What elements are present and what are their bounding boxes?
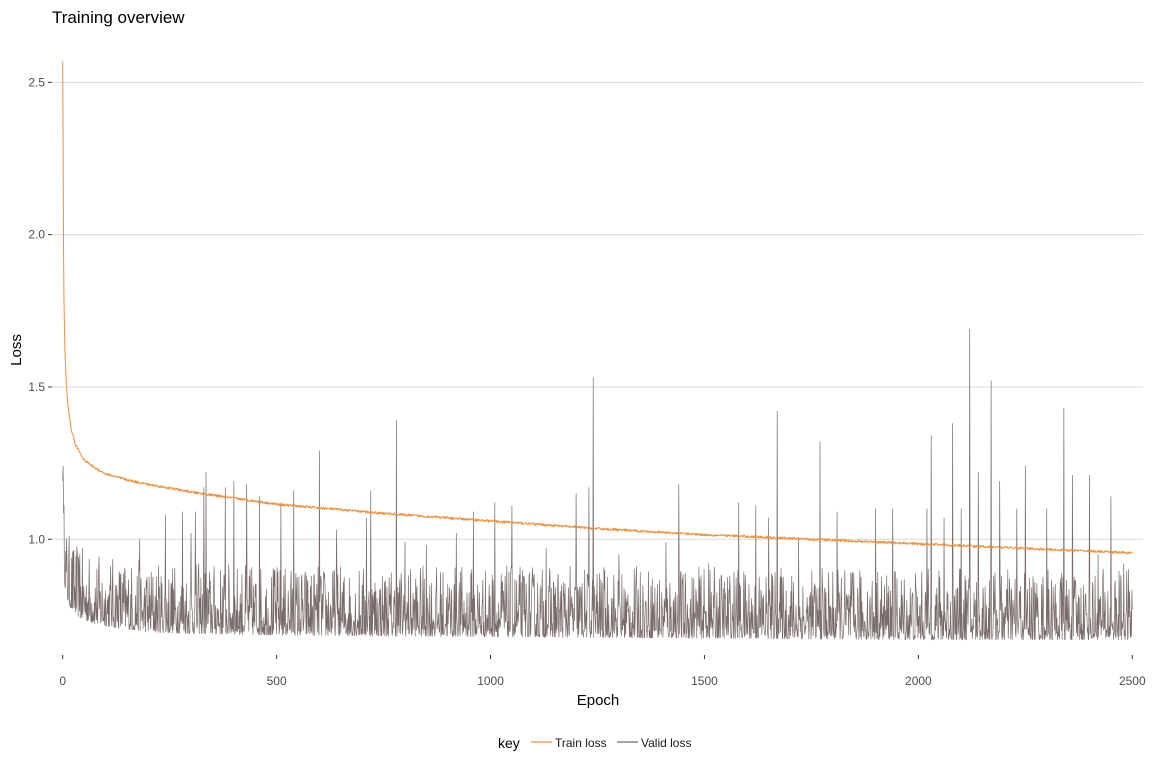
series-line-valid-loss	[62, 328, 1133, 641]
x-tick-label: 2000	[905, 674, 932, 688]
legend-label-valid-loss: Valid loss	[641, 736, 691, 750]
grid-lines	[52, 81, 1143, 540]
series-line-train-loss	[62, 61, 1133, 555]
y-tick-label: 2.0	[28, 228, 45, 242]
y-tick-label: 1.0	[28, 532, 45, 546]
x-tick-label: 1000	[477, 674, 504, 688]
plot-series	[62, 61, 1133, 641]
chart-title: Training overview	[52, 8, 185, 27]
legend: key Train loss Valid loss	[498, 735, 691, 751]
y-axis-title: Loss	[8, 334, 25, 366]
x-tick-label: 2500	[1119, 674, 1146, 688]
legend-title: key	[498, 735, 520, 751]
x-tick-label: 1500	[691, 674, 718, 688]
y-axis: 1.0 1.5 2.0 2.5	[28, 75, 52, 546]
x-tick-label: 500	[267, 674, 287, 688]
y-tick-label: 2.5	[28, 75, 45, 89]
legend-label-train-loss: Train loss	[555, 736, 607, 750]
x-axis-title: Epoch	[577, 692, 620, 709]
x-tick-label: 0	[59, 674, 66, 688]
y-tick-label: 1.5	[28, 380, 45, 394]
x-axis: 0 500 1000 1500 2000 2500	[59, 655, 1146, 688]
